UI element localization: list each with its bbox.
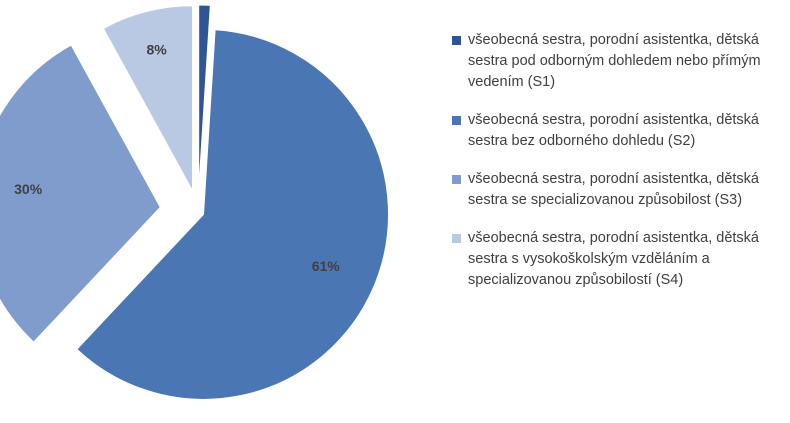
legend-swatch bbox=[452, 234, 461, 243]
pie-slice bbox=[76, 29, 389, 400]
legend-label: všeobecná sestra, porodní asistentka, dě… bbox=[468, 230, 759, 288]
legend-swatch bbox=[452, 116, 461, 125]
legend-swatch bbox=[452, 36, 461, 45]
legend-label: všeobecná sestra, porodní asistentka, dě… bbox=[468, 32, 761, 90]
legend: všeobecná sestra, porodní asistentka, dě… bbox=[452, 30, 787, 308]
legend-label: všeobecná sestra, porodní asistentka, dě… bbox=[468, 112, 759, 149]
pie-slice bbox=[198, 4, 211, 191]
data-label: 8% bbox=[147, 42, 168, 58]
pie-slice bbox=[102, 5, 194, 191]
pie-slice bbox=[0, 44, 161, 343]
data-label: 61% bbox=[312, 258, 341, 274]
data-label: 30% bbox=[14, 181, 43, 197]
legend-label: všeobecná sestra, porodní asistentka, dě… bbox=[468, 171, 759, 208]
legend-item: všeobecná sestra, porodní asistentka, dě… bbox=[452, 169, 787, 211]
legend-item: všeobecná sestra, porodní asistentka, dě… bbox=[452, 30, 787, 93]
legend-item: všeobecná sestra, porodní asistentka, dě… bbox=[452, 110, 787, 152]
legend-swatch bbox=[452, 175, 461, 184]
chart: 1%61%30%8% bbox=[0, 4, 389, 400]
legend-item: všeobecná sestra, porodní asistentka, dě… bbox=[452, 228, 787, 291]
